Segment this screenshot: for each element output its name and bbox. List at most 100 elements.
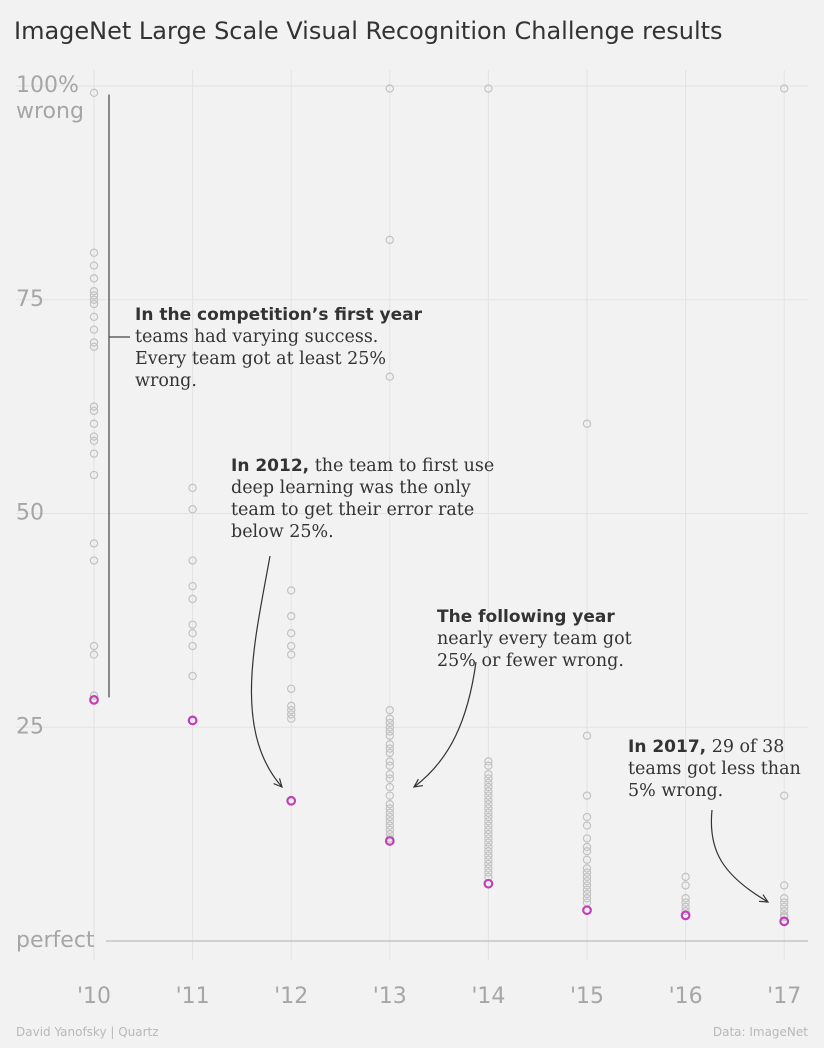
data-point [484, 812, 493, 822]
data-point [780, 898, 789, 907]
y-tick-label: 75 [16, 287, 44, 312]
data-point [582, 868, 592, 877]
data-point [681, 902, 690, 912]
annotation-text: deep learning was the only [231, 478, 471, 498]
x-tick-label: '15 [570, 984, 604, 1009]
annotation-line: In 2012, the team to first use [231, 456, 494, 476]
data-point [484, 817, 493, 826]
data-point [385, 372, 394, 381]
annotation-arrow [250, 555, 283, 788]
x-tick-label: '17 [767, 984, 801, 1009]
data-point [780, 902, 789, 912]
data-point [484, 859, 493, 869]
data-point [89, 641, 99, 651]
data-point [484, 851, 493, 860]
data-point [89, 338, 99, 347]
data-point [385, 825, 394, 835]
data-point [385, 804, 394, 813]
data-point [484, 834, 493, 843]
best-point [779, 916, 790, 927]
data-point [385, 748, 394, 758]
data-point [89, 449, 99, 458]
data-point [484, 774, 493, 783]
data-point [484, 795, 493, 805]
data-point [780, 84, 789, 93]
arrow-head [758, 894, 770, 903]
data-point [484, 855, 493, 864]
data-point [89, 312, 99, 322]
data-point [89, 261, 99, 270]
data-point [582, 731, 592, 741]
data-point [385, 812, 394, 822]
data-point [89, 291, 99, 300]
data-point [89, 650, 99, 659]
data-point [484, 757, 493, 766]
data-point [681, 898, 690, 907]
data-point [582, 821, 592, 830]
annotation-text: Every team got at least 25% [135, 349, 386, 369]
data-point [188, 594, 197, 604]
annotation-text: 25% or fewer wrong. [437, 651, 624, 671]
x-tick-label: '12 [274, 984, 308, 1009]
annotation-text: team to get their error rate [231, 500, 474, 520]
data-point [89, 419, 99, 428]
data-point [287, 701, 296, 711]
gridlines [16, 70, 808, 960]
data-point [287, 650, 296, 659]
data-point [89, 274, 99, 283]
data-point [89, 287, 99, 296]
arrow-head [412, 778, 423, 788]
x-tick-label: '10 [77, 984, 111, 1009]
data-point [385, 757, 394, 766]
x-tick-label: '14 [471, 984, 505, 1009]
data-point [582, 894, 592, 903]
data-point [385, 821, 394, 830]
data-point [89, 432, 99, 441]
best-point [384, 836, 395, 846]
data-point [484, 868, 493, 877]
annotation-text: wrong. [135, 371, 197, 391]
data-point [89, 436, 99, 446]
data-point [780, 912, 789, 922]
data-point [484, 800, 493, 809]
chart-title: ImageNet Large Scale Visual Recognition … [14, 17, 723, 45]
annotation-text: teams had varying success. [135, 327, 378, 347]
data-point [484, 842, 493, 852]
data-point [188, 620, 197, 629]
data-point [188, 581, 197, 591]
y-tick-label: 25 [16, 714, 44, 739]
y-tick-label: 50 [16, 501, 44, 526]
data-point [681, 906, 690, 916]
data-point [484, 778, 493, 788]
data-point [188, 671, 197, 681]
data-point [385, 731, 394, 741]
best-point [286, 795, 297, 806]
data-point [385, 714, 394, 723]
y-tick-label: perfect [16, 928, 95, 953]
data-points [89, 84, 790, 927]
data-point [385, 744, 394, 753]
data-point [287, 684, 296, 693]
annotation-arrow [413, 661, 477, 788]
data-point [681, 881, 690, 890]
best-point [89, 694, 99, 705]
annotation-line: In 2017, 29 of 38 [628, 737, 784, 757]
annotation-line: The following year [437, 607, 615, 627]
annotation-text: 5% wrong. [628, 781, 723, 801]
data-point [385, 817, 394, 826]
data-point [287, 714, 296, 723]
data-point [385, 808, 394, 817]
best-point [582, 905, 592, 916]
x-tick-label: '16 [669, 984, 703, 1009]
data-point [484, 761, 493, 770]
best-point [680, 910, 691, 921]
x-tick-label: '11 [176, 984, 210, 1009]
data-point [89, 402, 99, 411]
data-point [287, 629, 296, 638]
data-point [582, 881, 592, 890]
data-point [582, 889, 592, 899]
data-point [582, 812, 592, 822]
data-point [385, 235, 394, 245]
